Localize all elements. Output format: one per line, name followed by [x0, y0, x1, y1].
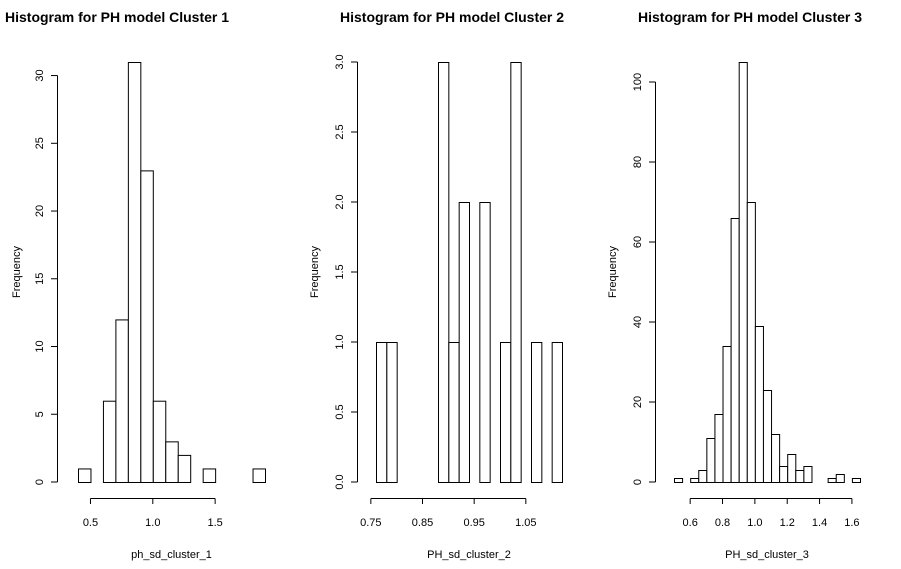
x-axis-label: ph_sd_cluster_1 — [131, 549, 212, 561]
x-tick-label: 1.2 — [780, 517, 795, 529]
histogram-bar — [746, 202, 756, 483]
x-tick-label: 0.95 — [463, 517, 484, 529]
histogram-bar — [510, 62, 522, 483]
y-tick-label: 5 — [34, 411, 46, 417]
histogram-bar — [152, 400, 167, 484]
x-axis: 0.6 0.8 1.0 1.2 1.4 1.6 — [683, 498, 860, 529]
histogram-bar — [202, 468, 217, 483]
x-axis-label: PH_sd_cluster_3 — [725, 549, 809, 561]
y-tick-label: 60 — [632, 236, 644, 248]
y-tick-label: 1.5 — [334, 264, 346, 279]
y-tick-label: 2.5 — [334, 124, 346, 139]
y-axis: 0.0 0.5 1.0 1.5 2.0 2.5 3.0 — [334, 54, 358, 490]
histogram-bar — [448, 342, 460, 483]
histogram-bar — [714, 414, 724, 483]
histogram-bar — [531, 342, 543, 483]
histogram-bar — [827, 478, 837, 483]
y-tick-label: 30 — [34, 69, 46, 81]
x-tick-label: 0.85 — [412, 517, 433, 529]
histogram-bar — [803, 466, 813, 483]
y-axis-label: Frequency — [309, 246, 321, 298]
histogram-panel-cluster-3: Histogram for PH model Cluster 3 0 20 40 60… — [607, 9, 862, 561]
y-axis: 0 5 10 15 20 25 30 — [34, 69, 58, 485]
x-tick-label: 0.75 — [360, 517, 381, 529]
histogram-bar — [165, 441, 179, 483]
x-axis: 0.5 1.0 1.5 — [83, 498, 223, 529]
histogram-bar — [835, 474, 845, 483]
y-tick-label: 1.0 — [334, 334, 346, 349]
histogram-bar — [500, 342, 512, 483]
y-tick-label: 25 — [34, 137, 46, 149]
histogram-bar — [730, 218, 740, 483]
x-tick-label: 0.6 — [683, 517, 698, 529]
x-tick-label: 1.0 — [145, 517, 160, 529]
x-tick-label: 0.5 — [83, 517, 98, 529]
histogram-bar — [78, 468, 92, 483]
histogram-bar — [706, 438, 716, 483]
histogram-bar — [698, 470, 708, 483]
y-tick-label: 100 — [632, 73, 644, 91]
histogram-bar — [690, 478, 700, 483]
x-tick-label: 0.8 — [715, 517, 730, 529]
histogram-bar — [376, 342, 388, 483]
bars-group — [674, 62, 861, 483]
histogram-bar — [386, 342, 398, 483]
histogram-bar — [127, 62, 142, 483]
chart-title: Histogram for PH model Cluster 1 — [5, 9, 229, 25]
y-axis: 0 20 40 60 80 100 — [632, 73, 656, 485]
histogram-bar — [762, 390, 773, 483]
histogram-bar — [722, 346, 732, 483]
histogram-bar — [551, 342, 564, 483]
histogram-bar — [140, 170, 154, 484]
histogram-bar — [177, 454, 192, 484]
y-axis-label: Frequency — [607, 246, 619, 298]
histogram-bar — [851, 478, 861, 483]
histogram-bar — [458, 202, 470, 483]
bars-group — [78, 62, 267, 484]
y-tick-label: 0 — [34, 479, 46, 485]
histogram-bar — [787, 454, 797, 483]
y-axis-label: Frequency — [11, 246, 23, 298]
y-tick-label: 20 — [34, 205, 46, 217]
histogram-bar — [795, 470, 805, 483]
histogram-bar — [674, 478, 684, 483]
histogram-bar — [115, 319, 129, 483]
histogram-bar — [252, 468, 267, 483]
y-tick-label: 15 — [34, 273, 46, 285]
x-tick-label: 1.4 — [812, 517, 827, 529]
histogram-panel-cluster-2: Histogram for PH model Cluster 2 0.0 0.5 1… — [309, 9, 564, 561]
chart-title: Histogram for PH model Cluster 3 — [638, 9, 862, 25]
histogram-bar — [738, 62, 748, 483]
histogram-bar — [438, 62, 450, 483]
y-tick-label: 40 — [632, 316, 644, 328]
x-tick-label: 1.6 — [844, 517, 859, 529]
histogram-bar — [779, 466, 789, 483]
chart-title: Histogram for PH model Cluster 2 — [340, 9, 564, 25]
histogram-panel-cluster-1: Histogram for PH model Cluster 1 0 5 10 15 2… — [5, 9, 267, 561]
x-tick-label: 1.0 — [747, 517, 762, 529]
y-tick-label: 80 — [632, 156, 644, 168]
bars-group — [376, 62, 564, 483]
y-tick-label: 0 — [632, 479, 644, 485]
y-tick-label: 2.0 — [334, 194, 346, 209]
x-tick-label: 1.05 — [515, 517, 536, 529]
histogram-bar — [771, 434, 781, 483]
y-tick-label: 10 — [34, 340, 46, 352]
histogram-bar — [102, 400, 117, 484]
histogram-bar — [479, 202, 491, 483]
x-axis: 0.75 0.85 0.95 1.05 — [360, 498, 537, 529]
y-tick-label: 0.0 — [334, 474, 346, 489]
y-tick-label: 0.5 — [334, 404, 346, 419]
y-tick-label: 20 — [632, 396, 644, 408]
histogram-bar — [754, 326, 764, 483]
x-tick-label: 1.5 — [207, 517, 222, 529]
y-tick-label: 3.0 — [334, 54, 346, 69]
x-axis-label: PH_sd_cluster_2 — [427, 549, 511, 561]
